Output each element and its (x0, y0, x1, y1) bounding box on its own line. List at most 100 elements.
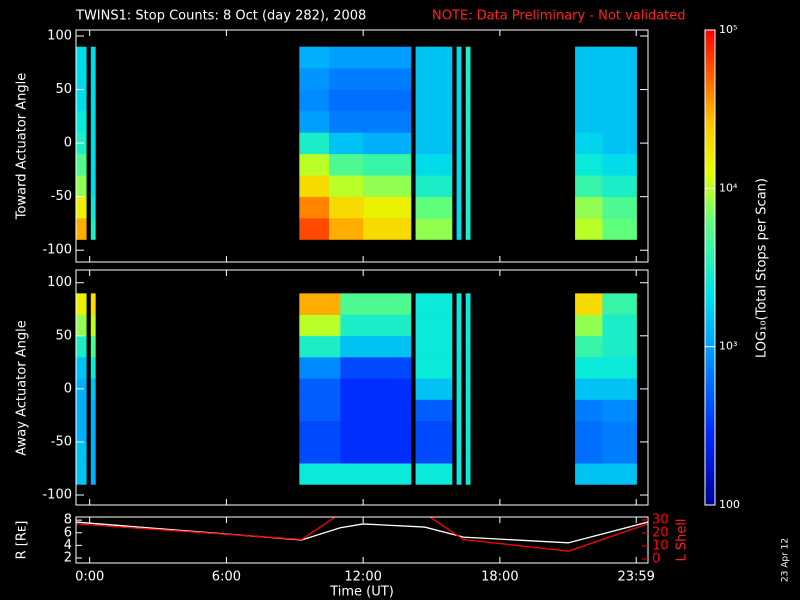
heatmap-cell (90, 357, 96, 379)
heatmap-cell (90, 110, 96, 133)
heatmap-cell (340, 399, 412, 422)
heatmap-cell (575, 335, 603, 358)
heatmap-cell (76, 46, 87, 69)
heatmap-cell (415, 46, 453, 69)
heatmap-cell (575, 132, 603, 155)
heatmap-cell (602, 196, 637, 219)
heatmap-cell (90, 293, 96, 315)
heatmap-cell (328, 218, 364, 240)
heatmap-cell (76, 196, 87, 219)
heatmap-cell (415, 175, 453, 197)
heatmap-cell (465, 89, 471, 112)
heatmap-cell (465, 463, 471, 485)
heatmap-cell (76, 153, 87, 176)
heatmap-cell (602, 463, 637, 485)
heatmap-cell (602, 89, 637, 112)
heatmap-cell (415, 89, 453, 112)
heatmap-cell (299, 218, 330, 240)
heatmap-cell (363, 218, 412, 240)
heatmap-cell (328, 89, 364, 112)
heatmap-cell (340, 314, 412, 337)
heatmap-cell (575, 46, 603, 69)
x-tick-label: 6:00 (212, 570, 241, 585)
heatmap-cell (415, 153, 453, 176)
heatmap-cell (602, 441, 637, 464)
x-tick-label: 23:59 (617, 570, 654, 585)
heatmap-cell (363, 68, 412, 90)
heatmap-cell (465, 420, 471, 443)
heatmap-cell (76, 175, 87, 197)
heatmap-cell (90, 68, 96, 90)
heatmap-cell (299, 463, 341, 485)
heatmap-cell (76, 399, 87, 422)
y-tick-label: 0 (64, 136, 72, 151)
heatmap-cell (76, 314, 87, 337)
heatmap-cell (465, 110, 471, 133)
heatmap-cell (602, 357, 637, 379)
heatmap-cell (90, 441, 96, 464)
heatmap-cell (602, 68, 637, 90)
heatmap-cell (328, 110, 364, 133)
heatmap-cell (575, 357, 603, 379)
heatmap-cell (415, 420, 453, 443)
heatmap-cell (575, 441, 603, 464)
plot-frame (75, 516, 649, 564)
heatmap-cell (456, 132, 462, 155)
y-tick-label: -50 (51, 189, 72, 204)
heatmap-cell (363, 110, 412, 133)
heatmap-cell (465, 335, 471, 358)
heatmap-cell (90, 196, 96, 219)
heatmap-cell (575, 68, 603, 90)
heatmap-cell (456, 441, 462, 464)
x-axis-label: Time (UT) (329, 585, 394, 600)
heatmap-cell (363, 153, 412, 176)
heatmap-cell (465, 196, 471, 219)
heatmap-cell (76, 293, 87, 315)
y-tick-label: 6 (64, 525, 72, 540)
y-tick-label: 100 (47, 28, 72, 43)
heatmap-cell (602, 314, 637, 337)
heatmap-cell (465, 46, 471, 69)
heatmap-cell (575, 196, 603, 219)
heatmap-cell (602, 132, 637, 155)
heatmap-cell (456, 46, 462, 69)
colorbar (704, 29, 716, 506)
heatmap-cell (340, 335, 412, 358)
heatmap-cell (299, 357, 341, 379)
y-tick-label: 2 (64, 550, 72, 565)
colorbar-tick-label: 10⁴ (719, 181, 738, 194)
heatmap-cell (90, 335, 96, 358)
note: NOTE: Data Preliminary - Not validated (432, 9, 686, 24)
y-axis-label: R [Rᴇ] (15, 521, 30, 560)
heatmap-cell (465, 68, 471, 90)
heatmap-cell (415, 132, 453, 155)
heatmap-cell (299, 46, 330, 69)
heatmap-cell (465, 357, 471, 379)
heatmap-cell (90, 153, 96, 176)
heatmap-cell (575, 110, 603, 133)
heatmap-cell (456, 378, 462, 400)
heatmap-cell (340, 441, 412, 464)
heatmap-cell (602, 378, 637, 400)
heatmap-cell (340, 463, 412, 485)
y-tick-label: 50 (55, 328, 72, 343)
heatmap-cell (456, 420, 462, 443)
heatmap-cell (465, 314, 471, 337)
heatmap-cell (90, 378, 96, 400)
x-tick-label: 12:00 (344, 570, 381, 585)
heatmap-cell (328, 196, 364, 219)
heatmap-cell (465, 293, 471, 315)
heatmap-cell (76, 68, 87, 90)
heatmap-cell (76, 89, 87, 112)
y2-tick-label: 20 (652, 525, 669, 540)
heatmap-cell (415, 293, 453, 315)
heatmap-cell (465, 218, 471, 240)
heatmap-cell (602, 46, 637, 69)
heatmap-cell (340, 378, 412, 400)
y-tick-label: -100 (42, 243, 72, 258)
heatmap-cell (415, 68, 453, 90)
stamp: 23 Apr 12 (781, 538, 791, 582)
heatmap-cell (328, 46, 364, 69)
y2-tick-label: 30 (652, 512, 669, 527)
